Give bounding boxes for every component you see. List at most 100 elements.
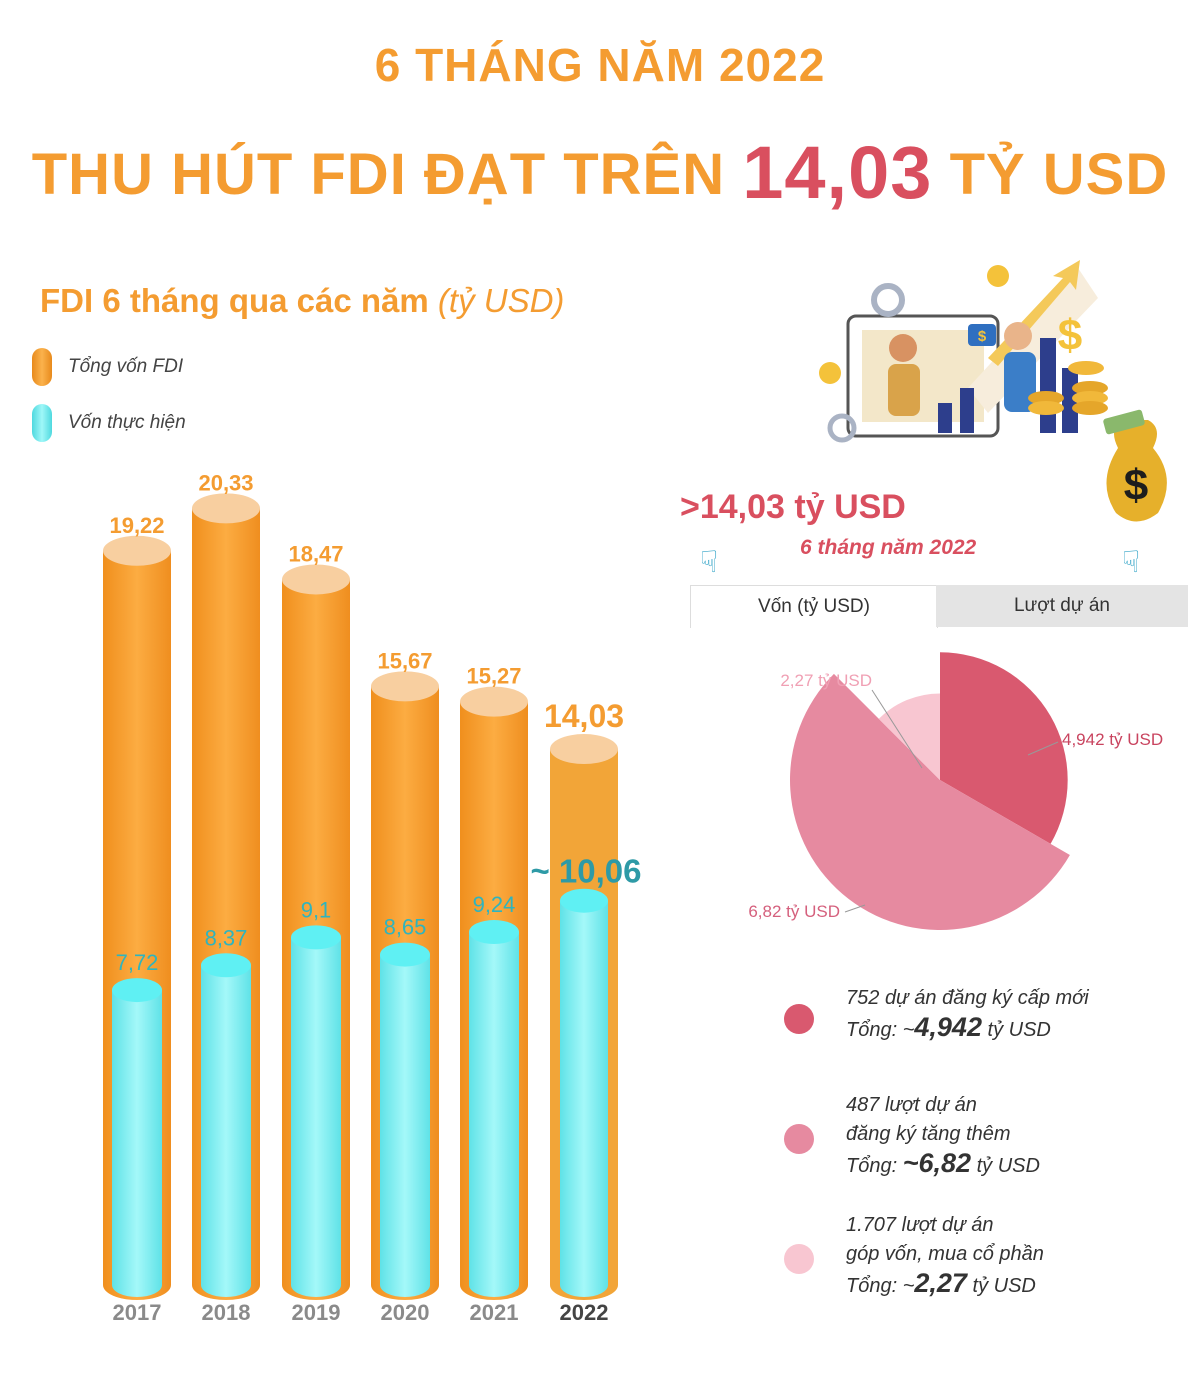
bar-realized-top-2020 xyxy=(380,942,430,967)
svg-text:$: $ xyxy=(978,328,987,345)
bar-realized-2022 xyxy=(560,900,608,1285)
pie-legend-new-prefix: Tổng: ~ xyxy=(846,1019,915,1041)
legend-swatch-realized xyxy=(32,404,52,442)
year-label-2017: 2017 xyxy=(113,1300,162,1325)
bar-realized-base-2020 xyxy=(380,1273,430,1297)
label-realized-2018: 8,37 xyxy=(205,925,248,950)
bar-realized-base-2019 xyxy=(291,1273,341,1297)
pie-legend-equity-prefix: Tổng: ~ xyxy=(846,1275,915,1297)
pie-legend-equity-desc1: lượt dự án xyxy=(901,1214,994,1236)
business-illustration-icon: $ $ $ xyxy=(819,260,1167,522)
legend-swatch-total xyxy=(32,348,52,386)
pie-legend-increase-count: 487 xyxy=(846,1094,880,1116)
header-title-value: 14,03 xyxy=(742,131,933,214)
highlight-value: >14,03 tỷ USD xyxy=(680,488,906,526)
label-realized-2020: 8,65 xyxy=(384,915,427,940)
svg-text:$: $ xyxy=(1124,461,1148,510)
bar-realized-top-2019 xyxy=(291,925,341,950)
pie-legend-equity-desc2: góp vốn, mua cổ phần xyxy=(846,1243,1044,1265)
label-realized-2021: 9,24 xyxy=(473,892,516,917)
bar-group-2019: 18,47 9,1 2019 xyxy=(282,541,350,1325)
bar-group-2021: 15,27 9,24 2021 xyxy=(460,664,528,1325)
label-realized-2017: 7,72 xyxy=(116,950,159,975)
bar-realized-top-2017 xyxy=(112,978,162,1003)
pie-legend-dot-increase xyxy=(784,1124,814,1154)
year-label-2018: 2018 xyxy=(202,1300,251,1325)
bar-group-2020: 15,67 8,65 2020 xyxy=(371,648,439,1325)
pie-legend-new-desc: dự án đăng ký cấp mới xyxy=(884,987,1089,1009)
bar-realized-2017 xyxy=(112,990,162,1285)
year-label-2020: 2020 xyxy=(381,1300,430,1325)
pie-legend-increase-prefix: Tổng: xyxy=(846,1155,903,1177)
pie-label-3: 2,27 tỷ USD xyxy=(780,671,872,690)
pie-slice-3 xyxy=(878,693,940,780)
pie-legend-equity: 1.707 lượt dự án góp vốn, mua cổ phần Tổ… xyxy=(846,1211,1044,1301)
pie-legend-increase: 487 lượt dự án đăng ký tăng thêm Tổng: ~… xyxy=(846,1091,1040,1181)
bar-total-top-2022 xyxy=(550,734,618,765)
bar-realized-base-2022 xyxy=(560,1273,608,1297)
label-total-2018: 20,33 xyxy=(198,470,253,495)
pie-slice-2 xyxy=(790,673,1070,930)
chart-title-unit: (tỷ USD) xyxy=(437,282,565,319)
pie-legend-increase-unit: tỷ USD xyxy=(976,1155,1040,1177)
label-realized-2022: ~ 10,06 xyxy=(530,853,641,890)
pie-leader-2 xyxy=(844,904,866,913)
pie-label-1: 4,942 tỷ USD xyxy=(1062,730,1163,749)
pie-legend-new-value: 4,942 xyxy=(914,1012,982,1042)
bar-chart: 19,22 7,72 2017 20,33 8,37 2018 18,47 9,1 2019 15… xyxy=(103,470,642,1325)
pie-legend-increase-desc2: đăng ký tăng thêm xyxy=(846,1123,1011,1145)
bar-realized-2021 xyxy=(469,932,519,1285)
tab-capital[interactable]: Vốn (tỷ USD) xyxy=(690,585,938,628)
legend-label-realized: Vốn thực hiện xyxy=(68,412,186,433)
label-total-2019: 18,47 xyxy=(288,541,343,566)
header-title: THU HÚT FDI ĐẠT TRÊN 14,03 TỶ USD xyxy=(0,130,1200,215)
pie-legend-equity-value: 2,27 xyxy=(914,1268,967,1298)
pie-legend-increase-value: ~6,82 xyxy=(902,1148,972,1178)
label-realized-2019: 9,1 xyxy=(301,897,332,922)
bar-realized-2020 xyxy=(380,954,430,1285)
header-title-suffix: TỶ USD xyxy=(949,142,1169,207)
bar-group-2017: 19,22 7,72 2017 xyxy=(103,513,171,1325)
label-total-2021: 15,27 xyxy=(466,664,521,689)
pointer-left-icon: ☟ xyxy=(700,546,719,579)
pie-legend-increase-desc1: lượt dự án xyxy=(884,1094,977,1116)
bar-total-top-2018 xyxy=(192,493,260,524)
pie-slice-1 xyxy=(940,652,1068,844)
bar-realized-top-2022 xyxy=(560,888,608,913)
bar-total-top-2017 xyxy=(103,535,171,566)
pie-legend-new-count: 752 xyxy=(846,987,880,1009)
bar-total-top-2020 xyxy=(371,671,439,702)
pie-legend-equity-unit: tỷ USD xyxy=(972,1275,1036,1297)
pie-legend-dot-equity xyxy=(784,1244,814,1274)
pie-legend-equity-count: 1.707 xyxy=(846,1214,897,1236)
bar-realized-top-2021 xyxy=(469,920,519,945)
bar-realized-base-2017 xyxy=(112,1273,162,1297)
year-label-2021: 2021 xyxy=(470,1300,519,1325)
year-label-2022: 2022 xyxy=(560,1300,609,1325)
pie-tabs: Vốn (tỷ USD) Lượt dự án xyxy=(690,585,1188,628)
pie-chart: 4,942 tỷ USD 6,82 tỷ USD 2,27 tỷ USD xyxy=(748,652,1163,930)
bar-total-top-2019 xyxy=(282,564,350,595)
pie-label-2: 6,82 tỷ USD xyxy=(748,902,840,921)
chart-title-text: FDI 6 tháng qua các năm xyxy=(40,282,429,319)
header-title-prefix: THU HÚT FDI ĐẠT TRÊN xyxy=(31,142,726,207)
tab-projects[interactable]: Lượt dự án xyxy=(936,585,1188,627)
bar-group-2022: 14,03 ~ 10,06 2022 xyxy=(530,698,641,1325)
label-total-2022: 14,03 xyxy=(544,698,624,734)
pointer-right-icon: ☟ xyxy=(1122,546,1141,579)
pie-leader-3 xyxy=(871,689,923,769)
bar-realized-base-2018 xyxy=(201,1273,251,1297)
bar-realized-base-2021 xyxy=(469,1273,519,1297)
svg-text:$: $ xyxy=(1058,311,1082,360)
highlight-caption: 6 tháng năm 2022 xyxy=(800,536,977,559)
bar-total-top-2021 xyxy=(460,686,528,717)
label-total-2017: 19,22 xyxy=(109,513,164,538)
legend-label-total: Tổng vốn FDI xyxy=(68,356,184,377)
bar-realized-top-2018 xyxy=(201,953,251,978)
pie-legend-new: 752 dự án đăng ký cấp mới Tổng: ~4,942 t… xyxy=(846,984,1089,1045)
bar-realized-2018 xyxy=(201,965,251,1285)
pie-leader-1 xyxy=(1027,741,1059,756)
pie-legend-dot-new xyxy=(784,1004,814,1034)
label-total-2020: 15,67 xyxy=(377,648,432,673)
pie-legend-new-unit: tỷ USD xyxy=(987,1019,1051,1041)
